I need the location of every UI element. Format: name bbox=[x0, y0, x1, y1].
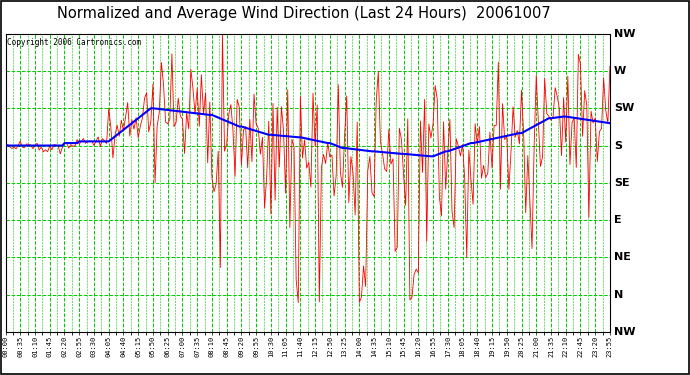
Text: Normalized and Average Wind Direction (Last 24 Hours)  20061007: Normalized and Average Wind Direction (L… bbox=[57, 6, 551, 21]
Text: Copyright 2006 Cartronics.com: Copyright 2006 Cartronics.com bbox=[8, 38, 141, 47]
Text: N: N bbox=[614, 290, 623, 300]
Text: SW: SW bbox=[614, 103, 634, 113]
Text: W: W bbox=[614, 66, 627, 76]
Text: NW: NW bbox=[614, 29, 635, 39]
Text: NE: NE bbox=[614, 252, 631, 262]
Text: S: S bbox=[614, 141, 622, 150]
Text: SE: SE bbox=[614, 178, 630, 188]
Text: E: E bbox=[614, 215, 622, 225]
Text: NW: NW bbox=[614, 327, 635, 337]
